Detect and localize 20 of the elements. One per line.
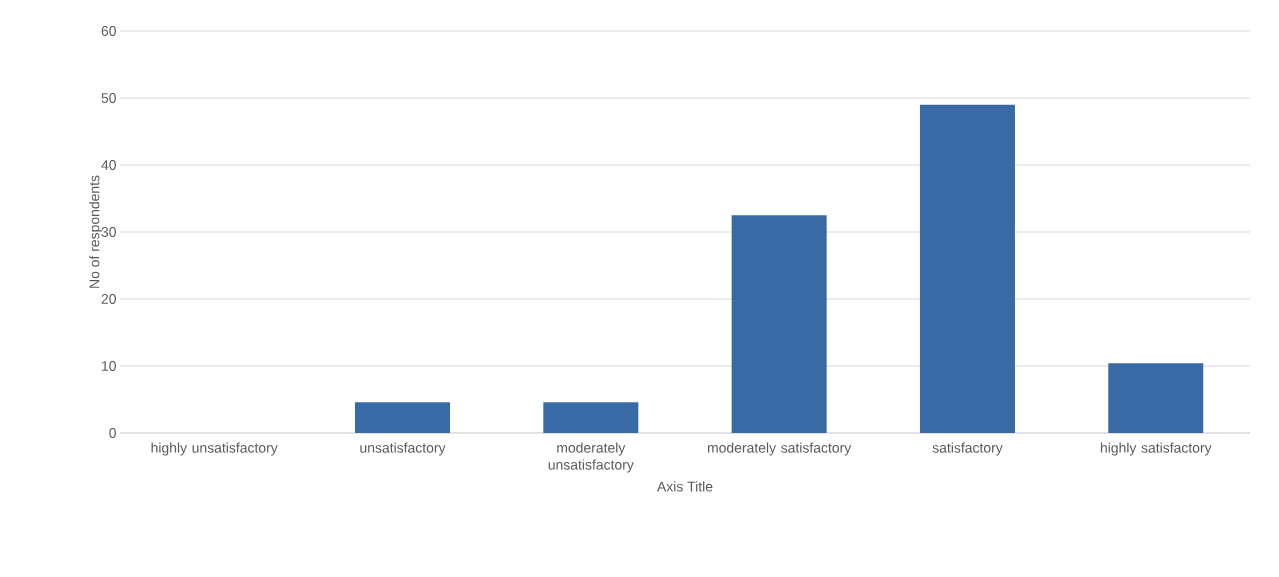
y-axis-title: No of respondents — [89, 175, 103, 288]
bar — [731, 215, 827, 433]
x-tick-label: moderately unsatisfactory — [548, 442, 634, 473]
y-tick-label: 30 — [101, 227, 116, 237]
x-axis-title: Axis Title — [656, 481, 713, 492]
bar — [543, 402, 639, 433]
x-tick-label: unsatisfactory — [360, 442, 446, 456]
bar — [919, 104, 1015, 433]
y-tick-label: 60 — [101, 26, 116, 36]
y-tick-label: 0 — [109, 428, 116, 438]
x-tick-label: highly unsatisfactory — [151, 442, 278, 456]
x-tick-label: satisfactory — [932, 442, 1003, 456]
x-tick-label: moderately satisfactory — [707, 442, 852, 456]
y-tick-label: 20 — [101, 294, 116, 304]
bar — [1108, 363, 1204, 433]
bar — [354, 402, 450, 433]
y-tick-label: 10 — [102, 361, 116, 371]
x-tick-label: highly satisfactory — [1100, 442, 1212, 456]
y-tick-label: 50 — [101, 93, 116, 103]
y-tick-label: 40 — [101, 160, 116, 170]
